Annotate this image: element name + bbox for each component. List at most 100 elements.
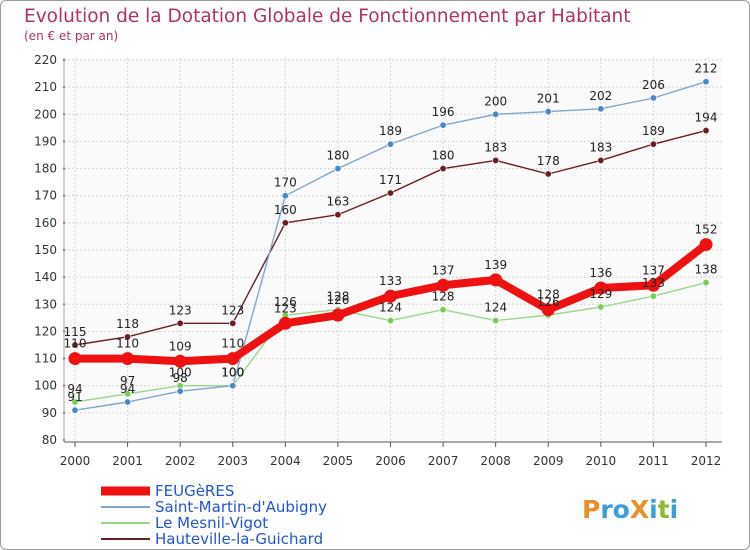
data-point [489, 273, 503, 287]
data-point [649, 292, 657, 300]
data-label: 100 [169, 366, 192, 380]
data-label: 206 [642, 78, 665, 92]
y-tick-label: 90 [42, 406, 57, 420]
series-1 [71, 279, 710, 406]
logo-letter: P [582, 495, 600, 524]
x-tick-label: 2003 [217, 454, 248, 468]
data-point [229, 319, 237, 327]
chart-title: Evolution de la Dotation Globale de Fonc… [24, 6, 631, 27]
data-point [331, 308, 345, 322]
data-label: 160 [274, 203, 297, 217]
data-point [702, 78, 710, 86]
data-label: 110 [64, 337, 87, 351]
x-tick-label: 2004 [270, 454, 301, 468]
data-point [541, 303, 555, 317]
data-point [334, 165, 342, 173]
data-point [646, 278, 660, 292]
x-tick-label: 2008 [480, 454, 511, 468]
data-label: 126 [274, 295, 297, 309]
data-point [649, 94, 657, 102]
data-label: 128 [432, 290, 455, 304]
legend-label: Hauteville-la-Guichard [155, 530, 323, 548]
data-point [386, 189, 394, 197]
data-label: 183 [484, 140, 507, 154]
data-point [334, 211, 342, 219]
data-point [281, 219, 289, 227]
data-label: 163 [326, 195, 349, 209]
data-label: 123 [221, 303, 244, 317]
data-point [229, 382, 237, 390]
data-label: 123 [169, 303, 192, 317]
data-label: 126 [326, 293, 349, 307]
x-tick-label: 2007 [428, 454, 459, 468]
data-label: 109 [169, 339, 192, 353]
data-labels: 115 118 123 123 160 163 171 180 183 178 183 189 194 9… [64, 62, 718, 404]
data-point [71, 406, 79, 414]
data-point [173, 354, 187, 368]
data-point [439, 165, 447, 173]
legend-label: FEUGèRES [155, 482, 234, 500]
data-point [439, 121, 447, 129]
y-tick-label: 80 [42, 433, 57, 447]
data-label: 126 [537, 295, 560, 309]
y-tick-label: 140 [34, 270, 57, 284]
data-point [492, 317, 500, 325]
data-label: 137 [432, 263, 455, 277]
x-tick-label: 2002 [165, 454, 196, 468]
series-2 [71, 78, 710, 414]
y-tick-label: 120 [34, 324, 57, 338]
y-tick-label: 210 [34, 80, 57, 94]
data-point [176, 387, 184, 395]
x-tick-label: 2001 [112, 454, 143, 468]
data-point [492, 110, 500, 118]
data-label: 212 [695, 62, 718, 76]
data-label: 137 [642, 263, 665, 277]
logo-letter: o [613, 495, 630, 524]
data-label: 200 [484, 94, 507, 108]
data-point [121, 352, 135, 366]
legend-label: Saint-Martin-d'Aubigny [155, 498, 327, 516]
data-label: 138 [695, 263, 718, 277]
data-label: 171 [379, 173, 402, 187]
y-tick-label: 220 [34, 53, 57, 67]
data-label: 124 [379, 301, 402, 315]
data-label: 189 [642, 124, 665, 138]
data-label: 128 [326, 290, 349, 304]
data-point [699, 238, 713, 252]
data-point [386, 140, 394, 148]
axes: 8090100110120130140150160170180190200210… [34, 53, 722, 468]
legend-label: Le Mesnil-Vigot [155, 514, 268, 532]
x-tick-label: 2000 [60, 454, 91, 468]
chart-subtitle: (en € et par an) [24, 29, 118, 43]
data-label: 189 [379, 124, 402, 138]
data-label: 178 [537, 154, 560, 168]
data-label: 123 [274, 301, 297, 315]
data-label: 180 [326, 149, 349, 163]
series-3 [68, 238, 713, 368]
data-point [176, 319, 184, 327]
data-point [124, 333, 132, 341]
y-tick-label: 130 [34, 297, 57, 311]
data-label: 196 [432, 105, 455, 119]
data-label: 128 [537, 288, 560, 302]
series-group [68, 78, 713, 414]
data-label: 124 [484, 301, 507, 315]
y-tick-label: 190 [34, 134, 57, 148]
data-label: 118 [116, 317, 139, 331]
data-point [436, 278, 450, 292]
data-label: 133 [379, 274, 402, 288]
data-label: 183 [589, 140, 612, 154]
y-tick-label: 110 [34, 352, 57, 366]
x-tick-label: 2005 [323, 454, 354, 468]
data-label: 180 [432, 149, 455, 163]
data-point [71, 398, 79, 406]
data-label: 202 [589, 89, 612, 103]
x-tick-label: 2012 [691, 454, 722, 468]
data-label: 91 [67, 390, 82, 404]
y-tick-label: 170 [34, 189, 57, 203]
data-point [702, 279, 710, 287]
series-0 [71, 127, 710, 349]
data-label: 94 [120, 382, 135, 396]
data-point [544, 108, 552, 116]
